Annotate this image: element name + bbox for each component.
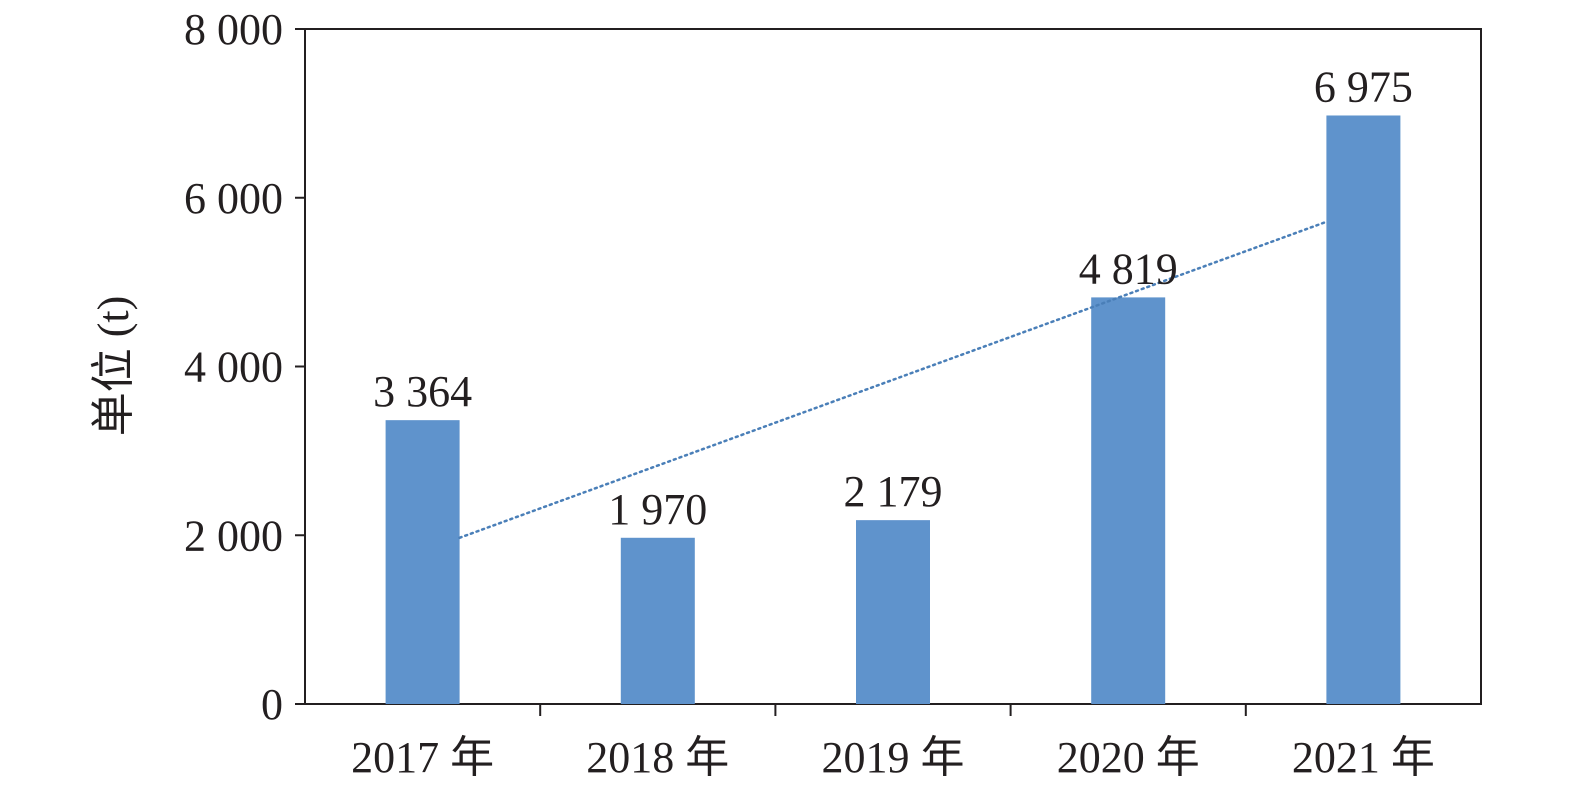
x-tick-label: 2021 年 (1292, 733, 1435, 782)
bars (385, 115, 1401, 704)
data-label: 6 975 (1314, 62, 1413, 111)
y-axis-title: 单位 (t) (89, 296, 138, 437)
x-tick-label: 2017 年 (351, 733, 494, 782)
trendline-path (458, 220, 1328, 540)
x-tick-label: 2018 年 (586, 733, 729, 782)
y-tick-label: 2 000 (184, 511, 283, 560)
data-label: 4 819 (1079, 244, 1178, 293)
y-axis: 0 2 000 4 000 6 000 8 000 (184, 5, 305, 729)
trendline (458, 220, 1328, 540)
bar (1326, 115, 1401, 704)
y-tick-label: 8 000 (184, 5, 283, 54)
y-tick-label: 4 000 (184, 343, 283, 392)
x-axis: 2017 年 2018 年 2019 年 2020 年 2021 年 (351, 704, 1435, 782)
bar (1091, 297, 1166, 704)
data-label: 1 970 (608, 485, 707, 534)
y-tick-label: 6 000 (184, 174, 283, 223)
data-label: 3 364 (373, 367, 472, 416)
data-labels: 3 364 1 970 2 179 4 819 6 975 (373, 62, 1413, 533)
bar (620, 537, 695, 704)
x-tick-label: 2020 年 (1057, 733, 1200, 782)
data-label: 2 179 (844, 467, 943, 516)
y-tick-label: 0 (261, 680, 283, 729)
bar (385, 420, 460, 704)
bar (856, 520, 930, 704)
x-tick-label: 2019 年 (822, 733, 965, 782)
